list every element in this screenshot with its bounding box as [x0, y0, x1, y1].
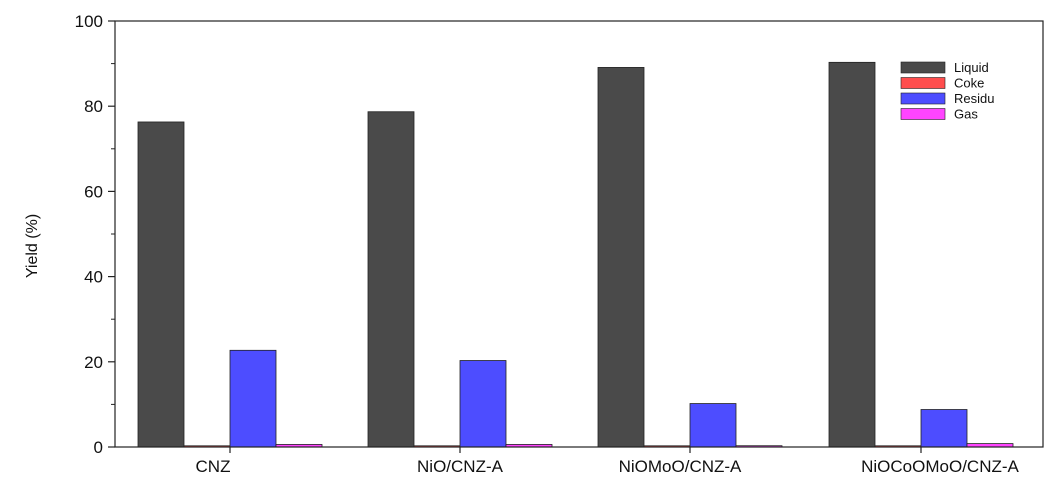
- y-tick-label: 80: [84, 97, 103, 116]
- x-tick-label: NiOCoOMoO/CNZ-A: [861, 457, 1019, 476]
- legend-swatch-gas: [900, 108, 946, 120]
- x-tick-label: NiO/CNZ-A: [417, 457, 504, 476]
- bars-group: [137, 61, 1014, 448]
- x-axis-ticks: CNZ NiO/CNZ-A NiOMoO/CNZ-A NiOCoOMoO/CNZ-A: [196, 447, 1020, 476]
- bar-liquid-2: [367, 111, 415, 448]
- legend-swatch-liquid: [900, 61, 946, 74]
- x-tick-label: NiOMoO/CNZ-A: [619, 457, 742, 476]
- bar-liquid-1: [137, 121, 185, 448]
- legend-label-liquid: Liquid: [954, 60, 989, 75]
- bar-residu-2: [459, 360, 507, 448]
- y-tick-label: 100: [75, 12, 103, 31]
- x-tick-label: CNZ: [196, 457, 231, 476]
- bar-liquid-3: [597, 67, 645, 448]
- legend-swatch-coke: [900, 77, 946, 89]
- legend-label-coke: Coke: [954, 76, 984, 91]
- y-axis-title: Yield (%): [24, 214, 41, 278]
- bar-residu-3: [689, 403, 737, 448]
- y-tick-label: 0: [94, 438, 103, 457]
- y-axis-ticks: 0 20 40 60 80 100: [75, 12, 115, 457]
- bar-residu-1: [229, 349, 277, 448]
- bar-liquid-4: [828, 61, 876, 448]
- legend-swatch-residu: [900, 92, 946, 105]
- legend-label-gas: Gas: [954, 107, 978, 122]
- y-tick-label: 20: [84, 353, 103, 372]
- bar-residu-4: [920, 409, 968, 448]
- y-tick-label: 60: [84, 182, 103, 201]
- legend-label-residu: Residu: [954, 91, 994, 106]
- y-tick-label: 40: [84, 268, 103, 287]
